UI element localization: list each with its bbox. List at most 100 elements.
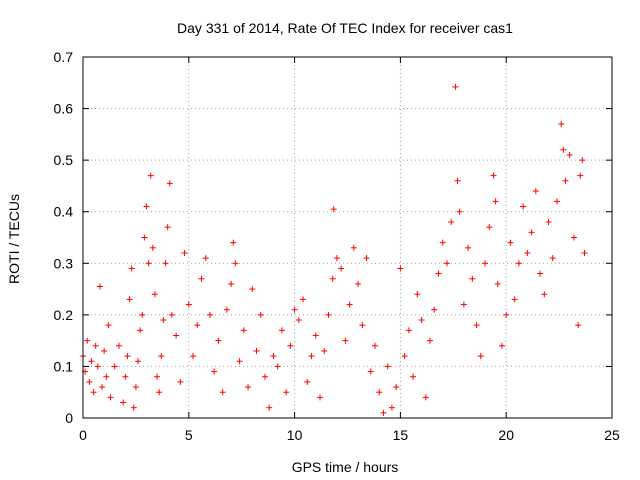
data-point: [166, 180, 173, 187]
data-point: [579, 157, 586, 164]
data-point: [520, 203, 527, 210]
data-point: [278, 327, 285, 334]
data-point: [154, 373, 161, 380]
data-point: [304, 378, 311, 385]
data-point: [355, 280, 362, 287]
data-point: [90, 389, 97, 396]
data-point: [494, 280, 501, 287]
data-point: [560, 146, 567, 153]
data-point: [410, 373, 417, 380]
y-tick-label: 0.5: [54, 152, 74, 168]
data-point: [397, 265, 404, 272]
data-point: [511, 296, 518, 303]
data-point: [363, 255, 370, 262]
data-point: [456, 208, 463, 215]
data-point: [185, 301, 192, 308]
data-point: [139, 311, 146, 318]
data-point: [257, 311, 264, 318]
data-point: [130, 404, 137, 411]
data-point: [232, 260, 239, 267]
data-point: [329, 275, 336, 282]
data-point: [181, 249, 188, 256]
data-point: [177, 378, 184, 385]
data-point: [206, 311, 213, 318]
plot-frame: [82, 56, 613, 419]
data-point: [236, 358, 243, 365]
data-point: [270, 353, 277, 360]
data-point: [325, 311, 332, 318]
data-point: [194, 322, 201, 329]
data-point: [287, 342, 294, 349]
x-tick-label: 5: [185, 427, 193, 443]
data-point: [143, 203, 150, 210]
data-point: [211, 368, 218, 375]
data-point: [367, 368, 374, 375]
data-point: [202, 255, 209, 262]
data-point: [439, 239, 446, 246]
data-point: [515, 260, 522, 267]
data-point: [575, 322, 582, 329]
data-point: [414, 291, 421, 298]
data-point: [283, 389, 290, 396]
data-point: [448, 219, 455, 226]
data-point: [330, 206, 337, 213]
data-point: [427, 337, 434, 344]
data-point: [477, 353, 484, 360]
data-point: [418, 317, 425, 324]
data-point: [570, 234, 577, 241]
x-tick-label: 15: [393, 427, 409, 443]
data-point: [486, 224, 493, 231]
data-point: [566, 151, 573, 158]
data-point: [266, 404, 273, 411]
data-point: [528, 229, 535, 236]
data-point: [431, 306, 438, 313]
data-point: [173, 332, 180, 339]
y-tick-label: 0.2: [54, 307, 74, 323]
data-point: [503, 311, 510, 318]
data-point: [316, 394, 323, 401]
data-point: [105, 322, 112, 329]
data-point: [553, 198, 560, 205]
data-point: [219, 389, 226, 396]
data-point: [562, 177, 569, 184]
data-point: [312, 332, 319, 339]
data-point: [94, 363, 101, 370]
y-tick-label: 0.4: [54, 204, 74, 220]
data-point: [507, 239, 514, 246]
data-point: [128, 265, 135, 272]
data-point: [141, 234, 148, 241]
data-point: [168, 311, 175, 318]
data-point: [422, 394, 429, 401]
data-point: [321, 347, 328, 354]
data-point: [532, 188, 539, 195]
data-point: [295, 317, 302, 324]
data-point: [401, 353, 408, 360]
data-point: [126, 296, 133, 303]
x-tick-label: 10: [287, 427, 303, 443]
y-tick-label: 0: [65, 410, 73, 426]
data-point: [342, 337, 349, 344]
data-point: [158, 353, 165, 360]
data-point: [215, 337, 222, 344]
data-point: [101, 347, 108, 354]
data-point: [454, 177, 461, 184]
data-point: [388, 404, 395, 411]
data-point: [346, 301, 353, 308]
x-tick-label: 25: [604, 427, 620, 443]
data-point: [230, 239, 237, 246]
data-point: [147, 172, 154, 179]
y-tick-label: 0.1: [54, 358, 74, 374]
x-tick-label: 20: [498, 427, 514, 443]
data-point: [198, 275, 205, 282]
data-point: [160, 317, 167, 324]
data-point: [137, 327, 144, 334]
data-point: [380, 409, 387, 416]
data-point: [122, 373, 129, 380]
data-point: [223, 306, 230, 313]
data-point: [482, 260, 489, 267]
data-point: [124, 353, 131, 360]
data-point: [300, 296, 307, 303]
data-points: [80, 83, 588, 416]
data-point: [541, 291, 548, 298]
